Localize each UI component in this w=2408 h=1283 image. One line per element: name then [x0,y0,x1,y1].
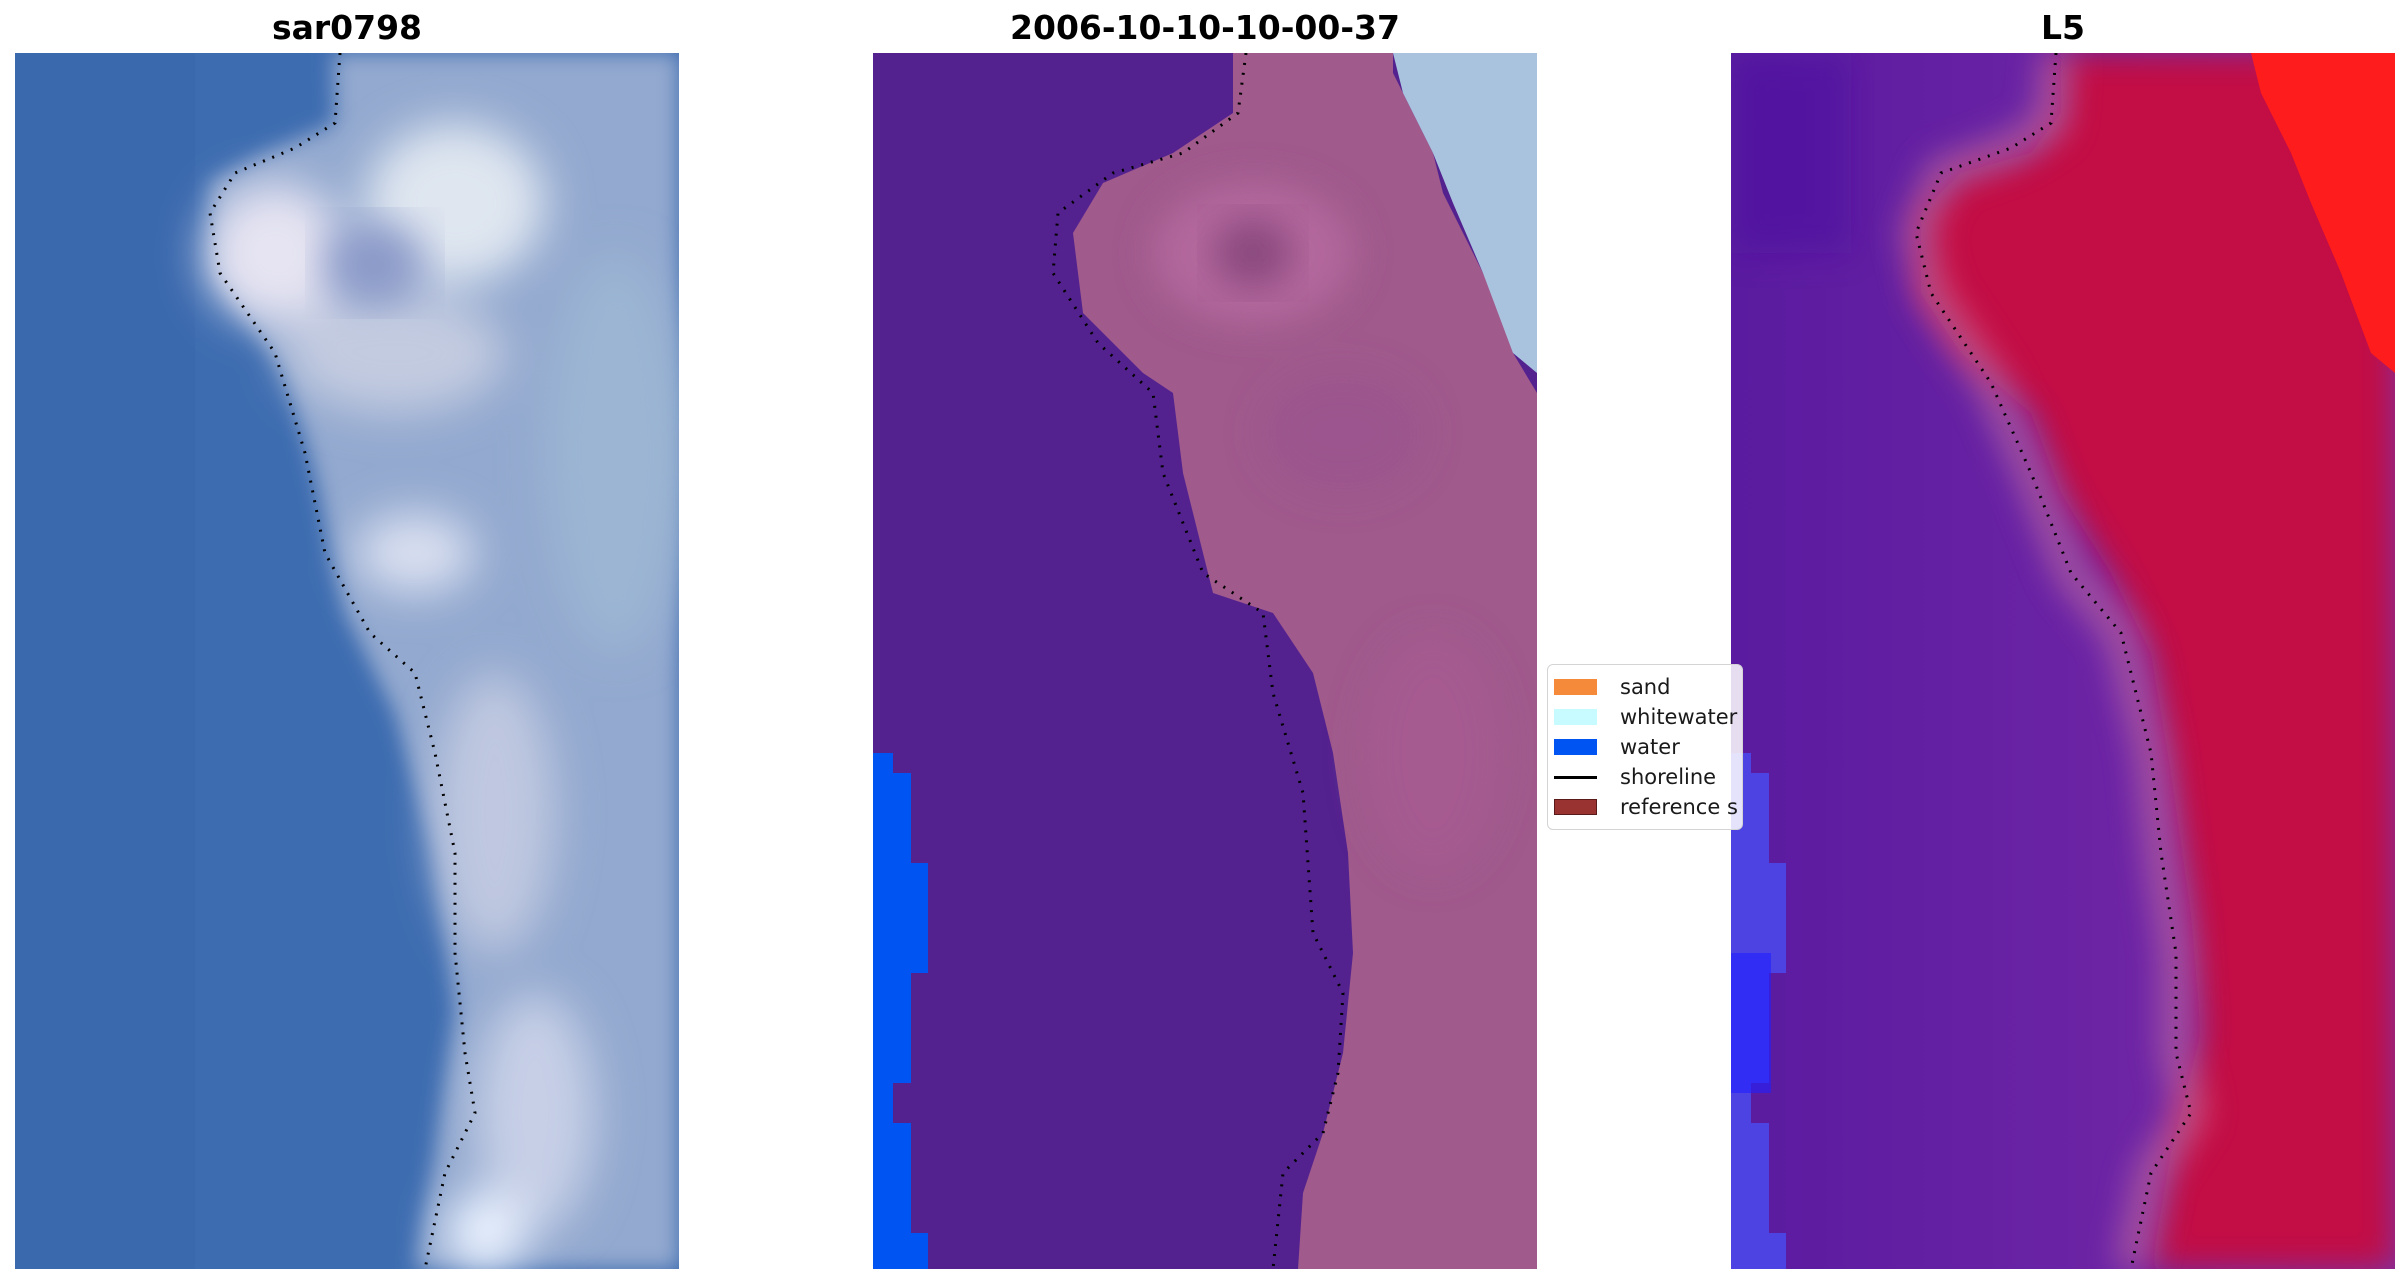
rgb-image-panel [15,53,679,1269]
index-image [1731,53,2395,1269]
panel-title-rgb: sar0798 [271,8,423,47]
legend-swatch-sand [1554,679,1597,695]
legend-label-sand: sand [1620,675,1671,699]
legend-item-whitewater: whitewater [1554,702,1737,732]
legend-line-shoreline [1554,775,1597,779]
legend-swatch-reference-shoreline [1554,799,1597,815]
shoreline-dotted-line [208,53,477,1269]
legend: sand whitewater water shoreline referenc… [1547,664,1743,830]
shoreline-dotted-line [1051,53,1345,1269]
classified-image [873,53,1537,1269]
legend-label-whitewater: whitewater [1620,705,1738,729]
legend-swatch-whitewater [1554,709,1597,725]
legend-item-sand: sand [1554,672,1670,702]
legend-swatch-water [1554,739,1597,755]
legend-item-shoreline: shoreline [1554,762,1716,792]
legend-item-water: water [1554,732,1680,762]
legend-label-water: water [1620,735,1680,759]
legend-label-shoreline: shoreline [1620,765,1717,789]
panel-title-index: L5 [2041,8,2085,47]
index-image-panel [1731,53,2395,1269]
legend-item-reference-shoreline: reference s [1554,792,1738,822]
rgb-image [15,53,679,1269]
legend-label-reference-shoreline: reference s [1620,795,1738,819]
panel-title-classified: 2006-10-10-10-00-37 [1010,8,1400,47]
classified-image-panel [873,53,1537,1269]
